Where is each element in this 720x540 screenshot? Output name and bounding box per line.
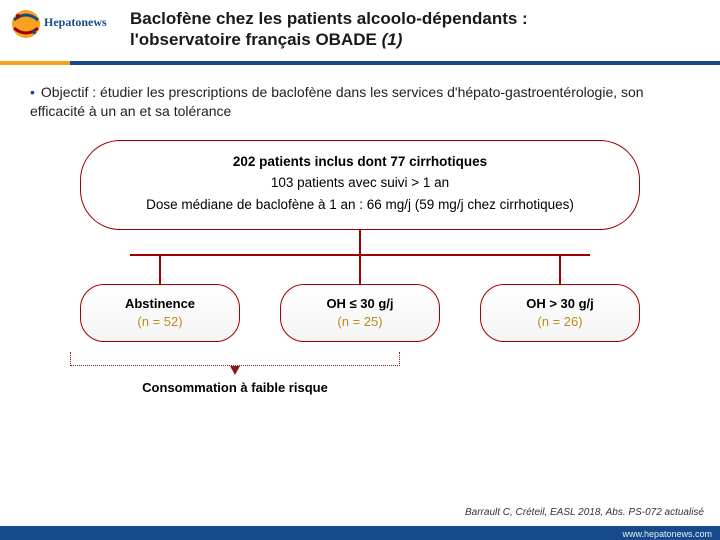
title-suffix: (1): [382, 30, 403, 49]
footer-url: www.hepatonews.com: [622, 529, 712, 539]
page-title: Baclofène chez les patients alcoolo-dépe…: [130, 8, 700, 51]
node-count: (n = 52): [137, 314, 182, 329]
inclusion-line-1: 202 patients inclus dont 77 cirrhotiques: [99, 151, 621, 173]
title-line-2: l'observatoire français OBADE: [130, 30, 382, 49]
inclusion-line-3: Dose médiane de baclofène à 1 an : 66 mg…: [99, 194, 621, 216]
objective-bullet: •Objectif : étudier les prescriptions de…: [0, 65, 720, 132]
node-label: Abstinence: [87, 295, 233, 313]
footer-bar: www.hepatonews.com: [0, 526, 720, 540]
node-oh-high: OH > 30 g/j (n = 26): [480, 284, 640, 341]
connector-vline: [359, 256, 361, 284]
node-count: (n = 25): [337, 314, 382, 329]
node-label: OH > 30 g/j: [487, 295, 633, 313]
svg-text:Hepatonews: Hepatonews: [44, 15, 107, 29]
low-risk-bracket: [70, 352, 400, 366]
branch-oh-high: OH > 30 g/j (n = 26): [480, 256, 640, 341]
branch-row: Abstinence (n = 52) OH ≤ 30 g/j (n = 25)…: [80, 256, 640, 341]
inclusion-box: 202 patients inclus dont 77 cirrhotiques…: [80, 140, 640, 231]
connector-vline: [159, 256, 161, 284]
citation: Barrault C, Créteil, EASL 2018, Abs. PS-…: [465, 507, 704, 518]
objective-text: Objectif : étudier les prescriptions de …: [30, 84, 644, 120]
title-line-1: Baclofène chez les patients alcoolo-dépe…: [130, 9, 528, 28]
node-oh-low: OH ≤ 30 g/j (n = 25): [280, 284, 440, 341]
bullet-dot: •: [30, 84, 35, 100]
branch-abstinence: Abstinence (n = 52): [80, 256, 240, 341]
flowchart: 202 patients inclus dont 77 cirrhotiques…: [0, 132, 720, 395]
low-risk-label: Consommation à faible risque: [70, 380, 400, 395]
branch-oh-low: OH ≤ 30 g/j (n = 25): [280, 256, 440, 341]
header: Hepatonews Baclofène chez les patients a…: [0, 0, 720, 55]
connector-vline: [559, 256, 561, 284]
node-abstinence: Abstinence (n = 52): [80, 284, 240, 341]
inclusion-line-2: 103 patients avec suivi > 1 an: [99, 172, 621, 194]
hepatonews-logo: Hepatonews: [8, 6, 118, 46]
connector-stem: [359, 230, 361, 254]
down-arrow-icon: [230, 366, 240, 375]
node-count: (n = 26): [537, 314, 582, 329]
node-label: OH ≤ 30 g/j: [287, 295, 433, 313]
